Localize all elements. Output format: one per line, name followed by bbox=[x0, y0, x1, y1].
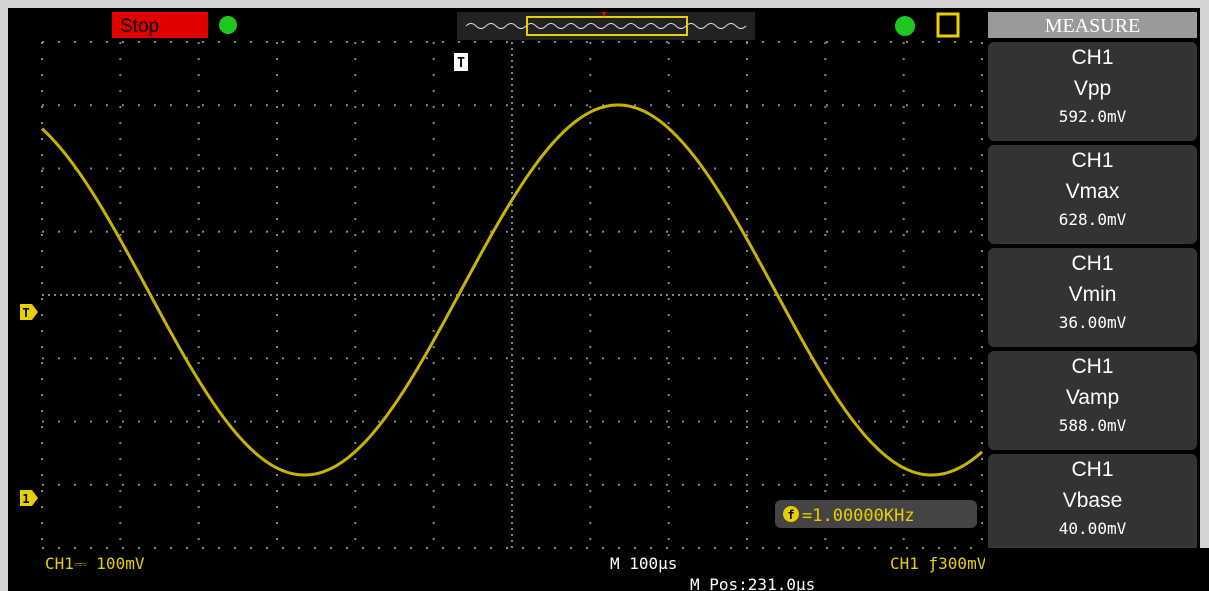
measure-name: Vmax bbox=[988, 176, 1197, 207]
channel-scale: CH1⎓ 100mV bbox=[45, 554, 145, 573]
channel-label: 1 bbox=[22, 492, 29, 506]
status: Stop bbox=[120, 16, 159, 37]
measure-value: 40.00mV bbox=[988, 516, 1197, 542]
measure-value: 588.0mV bbox=[988, 413, 1197, 439]
measure-channel: CH1 bbox=[988, 145, 1197, 176]
trigger-setting: CH1 ƒ300mV bbox=[890, 554, 985, 573]
power-icon bbox=[895, 16, 915, 36]
waveform-area: Stop T T 1 f =1.00000KHz CH1⎓ 100mV M 10… bbox=[8, 8, 985, 591]
measure-name: Vamp bbox=[988, 382, 1197, 413]
measure-value: 592.0mV bbox=[988, 104, 1197, 130]
usb-icon bbox=[219, 16, 237, 34]
frequency-icon-label: f bbox=[787, 508, 794, 522]
horizontal-position: M Pos:231.0µs bbox=[690, 575, 815, 591]
measure-name: Vmin bbox=[988, 279, 1197, 310]
measure-channel: CH1 bbox=[988, 454, 1197, 485]
measure-channel: CH1 bbox=[988, 248, 1197, 279]
oscilloscope-screen: {"status": "Stop", "markers": {"trigger_… bbox=[0, 0, 1209, 591]
measure-value: 628.0mV bbox=[988, 207, 1197, 233]
measure-value: 36.00mV bbox=[988, 310, 1197, 336]
scope-display: Stop T T 1 f =1.00000KHz CH1⎓ 100mV M 10… bbox=[8, 8, 985, 591]
trigger-level-label: T bbox=[22, 306, 29, 320]
footer-strip bbox=[985, 548, 1209, 591]
timebase: M 100µs bbox=[610, 554, 677, 573]
measure-name: Vbase bbox=[988, 485, 1197, 516]
measure-title: MEASURE bbox=[988, 12, 1197, 38]
print-icon bbox=[938, 14, 958, 36]
trigger-position-label: T bbox=[457, 56, 465, 71]
measure-name: Vpp bbox=[988, 73, 1197, 104]
frequency-readout: =1.00000KHz bbox=[802, 506, 915, 526]
measure-channel: CH1 bbox=[988, 351, 1197, 382]
measure-channel: CH1 bbox=[988, 42, 1197, 73]
